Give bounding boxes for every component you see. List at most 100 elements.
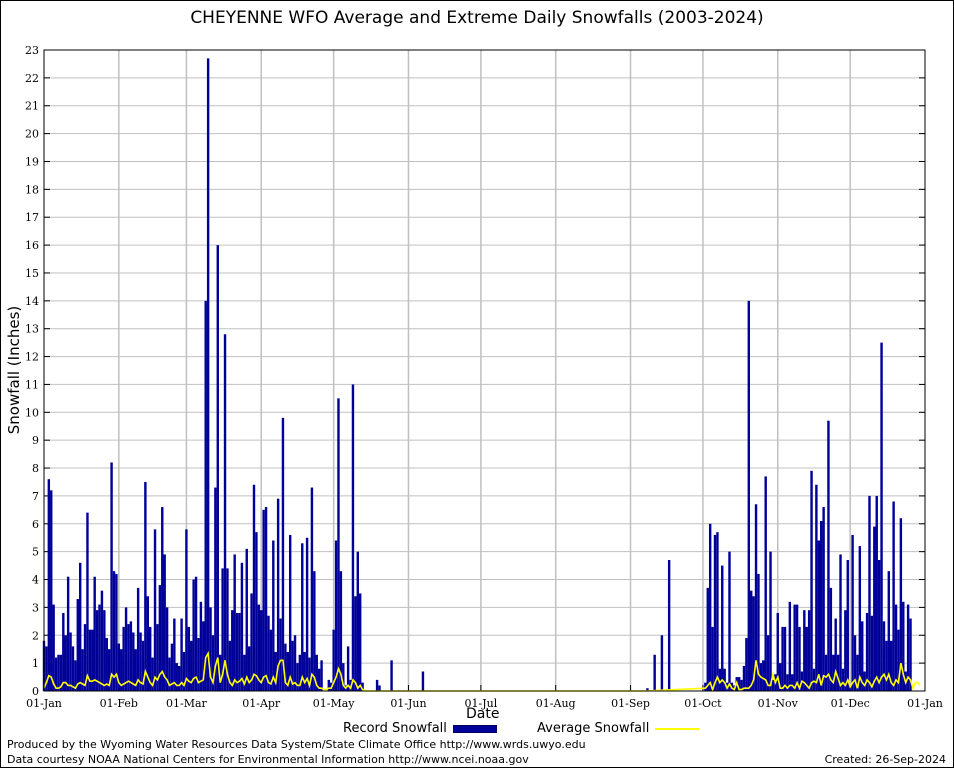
record-bar bbox=[708, 523, 712, 691]
record-bar bbox=[313, 571, 316, 691]
record-bar bbox=[868, 495, 871, 691]
record-bar bbox=[902, 601, 905, 691]
record-bar bbox=[894, 604, 898, 691]
record-bar bbox=[747, 300, 751, 691]
record-bar bbox=[204, 300, 207, 691]
record-bar bbox=[281, 417, 285, 691]
record-bar bbox=[815, 484, 818, 691]
record-bar bbox=[824, 654, 828, 691]
record-bar bbox=[274, 651, 277, 691]
record-bar bbox=[762, 660, 765, 691]
legend-average-swatch bbox=[655, 727, 700, 730]
record-bar bbox=[846, 560, 849, 691]
record-bar bbox=[882, 621, 886, 691]
record-bar bbox=[153, 529, 157, 691]
record-bar bbox=[252, 484, 256, 691]
record-bar bbox=[185, 529, 188, 691]
record-bar bbox=[221, 568, 224, 691]
record-bar bbox=[704, 682, 707, 691]
record-bar bbox=[139, 632, 142, 691]
record-bar bbox=[194, 576, 198, 691]
x-tick-label: 01-Jan bbox=[26, 697, 62, 710]
record-bar bbox=[134, 649, 137, 691]
record-bar bbox=[127, 624, 130, 691]
record-bar bbox=[276, 498, 280, 691]
record-bar bbox=[786, 674, 789, 691]
x-tick-label: 01-Dec bbox=[831, 697, 870, 710]
record-bar bbox=[218, 654, 222, 691]
record-bar bbox=[706, 587, 709, 691]
record-bar bbox=[764, 476, 767, 691]
record-bar bbox=[351, 384, 355, 691]
legend-average: Average Snowfall bbox=[537, 721, 700, 736]
record-bar bbox=[875, 495, 878, 691]
record-bar bbox=[88, 629, 92, 691]
record-bar bbox=[112, 571, 116, 691]
record-bar bbox=[115, 573, 118, 691]
record-bar bbox=[778, 663, 782, 691]
record-bar bbox=[909, 618, 912, 691]
record-bar bbox=[810, 470, 813, 691]
record-bar bbox=[223, 334, 227, 691]
record-bar bbox=[284, 643, 287, 691]
record-bar bbox=[354, 596, 357, 691]
x-tick-label: 01-Jun bbox=[390, 697, 426, 710]
record-bar bbox=[255, 532, 258, 691]
record-bar bbox=[776, 612, 779, 691]
record-bar bbox=[158, 585, 162, 691]
record-bar bbox=[885, 640, 888, 691]
record-bar bbox=[71, 646, 75, 691]
record-bar bbox=[100, 590, 104, 691]
record-bar bbox=[250, 593, 253, 691]
record-bar bbox=[124, 607, 128, 691]
y-tick-label: 22 bbox=[25, 72, 39, 85]
record-bar bbox=[795, 604, 799, 691]
legend-record: Record Snowfall bbox=[343, 721, 497, 736]
record-bar bbox=[107, 649, 111, 691]
record-bar bbox=[262, 509, 265, 691]
record-bar bbox=[310, 487, 314, 691]
record-bar bbox=[91, 629, 94, 691]
legend-record-swatch bbox=[452, 724, 497, 733]
record-bar bbox=[76, 599, 79, 691]
y-tick-label: 21 bbox=[25, 100, 39, 113]
record-bar bbox=[132, 632, 135, 691]
record-bar bbox=[737, 677, 741, 691]
record-bar bbox=[141, 640, 145, 691]
record-bar bbox=[120, 649, 123, 691]
record-bar bbox=[754, 504, 758, 691]
record-bar bbox=[851, 534, 854, 691]
record-bar bbox=[334, 540, 338, 691]
y-tick-label: 0 bbox=[32, 685, 39, 698]
record-bar bbox=[197, 638, 200, 691]
y-tick-label: 13 bbox=[25, 323, 39, 336]
record-bar bbox=[781, 626, 784, 691]
record-bar bbox=[317, 668, 321, 691]
y-tick-label: 12 bbox=[25, 351, 39, 364]
y-tick-label: 19 bbox=[25, 155, 39, 168]
record-bar bbox=[827, 420, 830, 691]
record-bar bbox=[98, 604, 101, 691]
record-bar bbox=[327, 679, 331, 691]
record-bar bbox=[291, 640, 294, 691]
record-bar bbox=[841, 668, 845, 691]
record-bar bbox=[421, 671, 425, 691]
record-bar bbox=[723, 668, 726, 691]
record-bar bbox=[870, 615, 874, 691]
x-tick-label: 01-May bbox=[313, 697, 356, 710]
record-bar bbox=[136, 587, 140, 691]
record-bar bbox=[356, 551, 359, 691]
record-bar bbox=[305, 537, 309, 691]
x-axis-label: Date bbox=[466, 706, 500, 722]
record-bar bbox=[247, 646, 251, 691]
y-tick-label: 20 bbox=[25, 128, 39, 141]
record-bar bbox=[163, 554, 166, 691]
record-bar bbox=[86, 512, 89, 691]
record-bar bbox=[339, 571, 343, 691]
record-bar bbox=[293, 635, 297, 691]
record-bar bbox=[856, 654, 859, 691]
record-bar bbox=[190, 640, 193, 691]
record-bar bbox=[175, 663, 178, 691]
record-bar bbox=[156, 624, 159, 691]
